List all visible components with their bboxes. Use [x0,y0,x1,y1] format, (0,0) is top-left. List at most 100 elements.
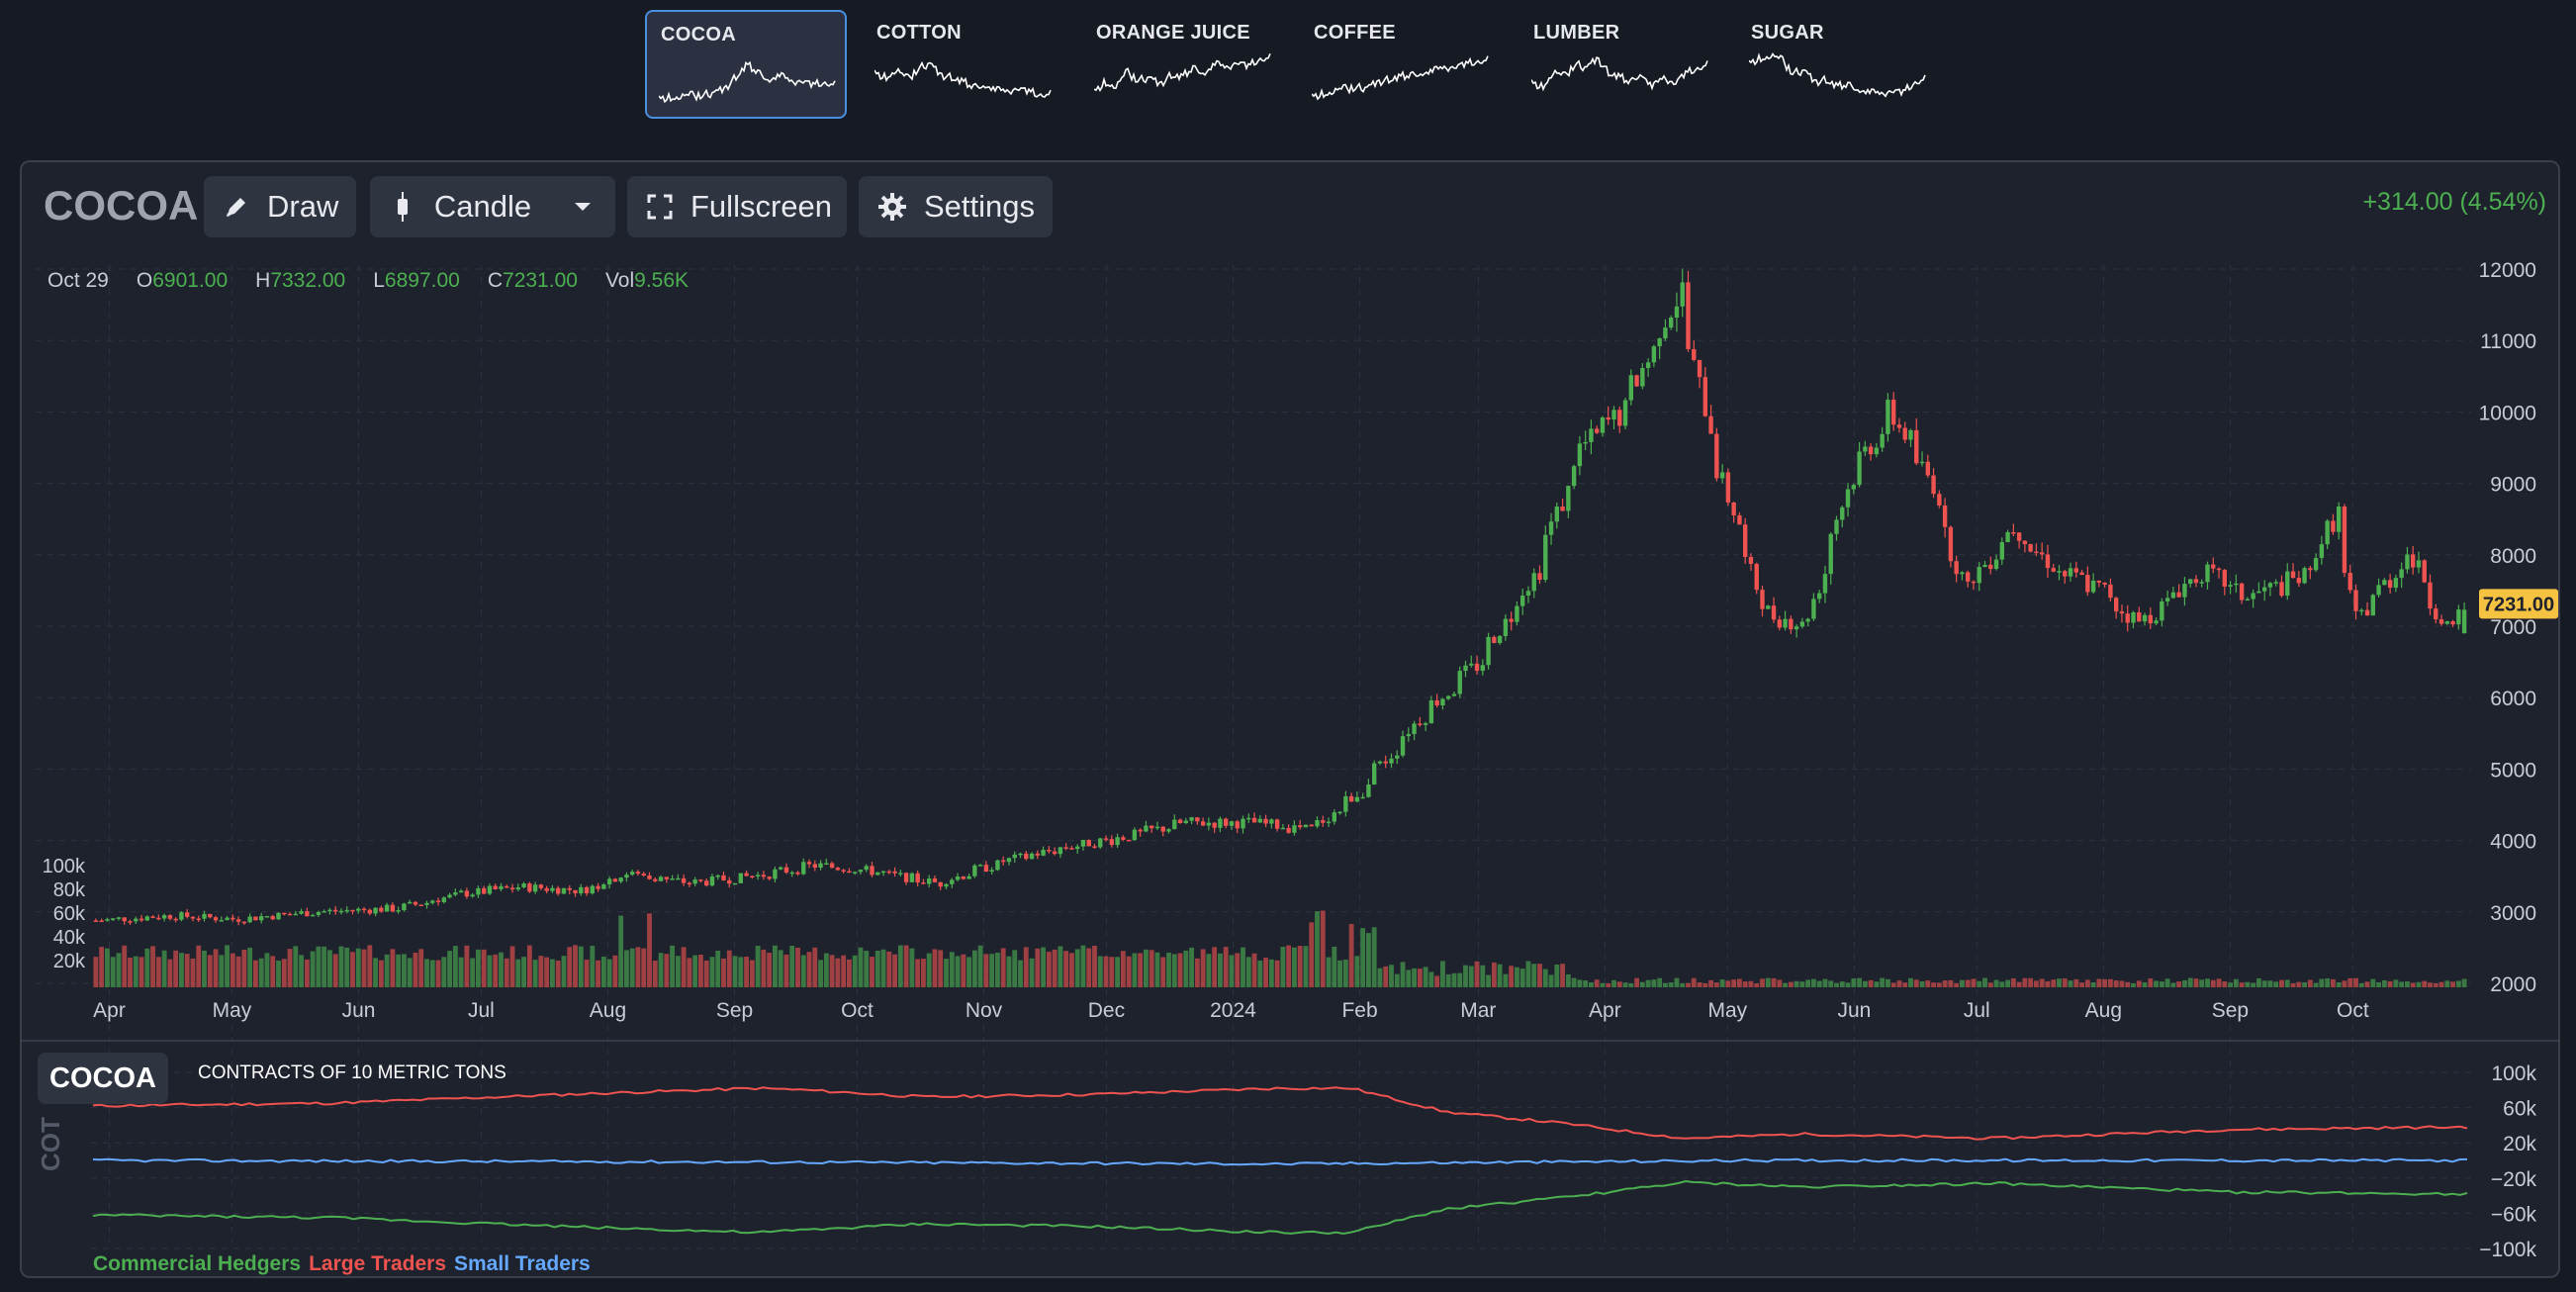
candle [1520,589,1525,615]
volume-bar [2193,978,2199,987]
volume-bar [2455,980,2461,987]
tab-lumber[interactable]: LUMBER [1519,10,1721,119]
tab-sugar[interactable]: SUGAR [1737,10,1939,119]
candle [698,878,703,883]
volume-bar [1177,953,1183,987]
volume-bar [1268,959,1274,987]
volume-axis-label: 40k [53,927,86,949]
volume-bar [618,915,624,987]
cot-axis-label: −20k [2491,1168,2537,1191]
candle [2142,612,2148,626]
volume-bar [938,950,944,987]
candle [219,916,224,922]
volume-bar [1771,977,1777,987]
low-key: L [373,269,385,292]
tab-cotton[interactable]: COTTON [863,10,1064,119]
volume-bar [1765,977,1771,987]
candle [2251,589,2255,608]
volume-bar [1389,965,1394,987]
candle [527,881,532,893]
volume-bar [995,952,1000,987]
legend-small-traders: Small Traders [454,1252,591,1275]
candle [1622,397,1628,430]
volume-bar [1229,955,1235,987]
settings-button[interactable]: Settings [859,176,1053,237]
volume-bar [1890,982,1896,987]
volume-bar [413,952,418,987]
volume-bar [1383,966,1389,987]
candle [944,882,949,890]
volume-bar [532,960,538,987]
candle [264,915,270,918]
volume-bar [476,949,481,987]
chart-canvas[interactable]: 12000 11000 10000 9000 8000 7000 6000 5000 4000 3… [22,162,2558,1276]
candle [727,877,732,888]
candle [2045,544,2051,579]
volume-bar [2222,981,2228,987]
volume-bar [1868,979,1874,987]
candle [795,871,800,877]
candle [1680,268,1685,318]
candle [2273,579,2278,587]
volume-bar [2399,981,2405,987]
candle [327,907,332,915]
volume-bar [544,957,550,987]
volume-bar [2347,977,2353,987]
high-value: 7332.00 [270,269,346,292]
volume-bar [600,956,606,987]
cot-series-commercial-hedgers [92,1179,2468,1236]
close-value: 7231.00 [503,269,578,292]
volume-bar [2267,980,2273,987]
volume-bar [1777,979,1783,987]
price-axis-label: 7000 [2490,616,2536,639]
chart-type-dropdown[interactable]: Candle [370,176,615,237]
volume-bar [122,945,128,987]
volume-bar [1263,958,1268,987]
volume-bar [1548,974,1554,987]
tab-coffee[interactable]: COFFEE [1300,10,1502,119]
candle [1966,570,1971,588]
candle [505,884,509,888]
candle [1982,560,1987,568]
candle [1834,515,1839,541]
volume-bar [487,955,493,987]
volume-bar [1713,982,1719,987]
candle [2205,561,2210,591]
candle [1908,428,1913,447]
tab-orange-juice[interactable]: ORANGE JUICE [1082,10,1284,119]
volume-bar [1748,980,1754,987]
volume-bar [1171,954,1177,987]
volume-bar [2461,978,2467,987]
volume-bar [1474,961,1480,987]
fullscreen-button[interactable]: Fullscreen [627,176,847,237]
candle [1714,427,1719,482]
candle [424,900,429,909]
candle [156,914,161,921]
tab-cocoa[interactable]: COCOA [645,10,847,119]
candle [601,882,606,889]
volume-bar [1377,968,1383,987]
volume-bar [2245,981,2251,987]
candle [487,882,493,895]
volume-bar [624,950,629,987]
time-axis-label: Feb [1341,999,1377,1022]
volume-bar [1428,971,1434,987]
volume-bar [795,947,800,987]
volume-bar [1486,974,1491,987]
volume-bar [783,954,789,987]
candle [950,877,955,888]
volume-bar [1839,981,1845,987]
candle [1663,319,1668,341]
candle [338,908,344,915]
volume-bar [1913,979,1919,987]
volume-bar [2428,982,2433,987]
volume-bar [293,946,299,987]
candle [1492,635,1497,644]
candle [2239,582,2245,604]
candle [1645,358,1651,377]
candle [1075,844,1080,854]
candle [1595,425,1600,434]
volume-bar [470,958,476,987]
draw-button[interactable]: Draw [204,176,356,237]
candle [1446,694,1451,700]
